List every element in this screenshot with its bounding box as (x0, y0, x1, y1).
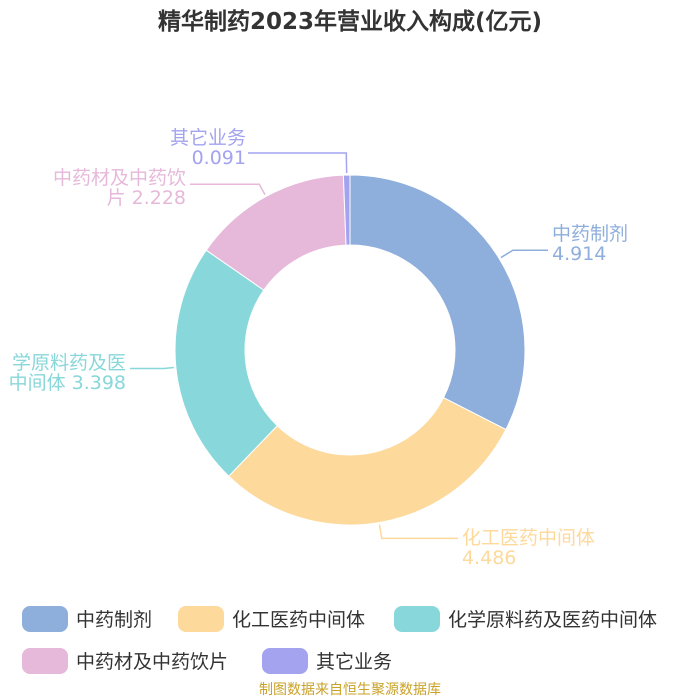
slice-label-4-line-1: 0.091 (192, 147, 246, 169)
leader-line-4 (248, 152, 348, 174)
slice-label-2-line-1: 中间体 3.398 (9, 372, 126, 394)
slice-label-0-line-0: 中药制剂 (552, 223, 628, 245)
slice-2 (174, 249, 278, 477)
slice-label-3-line-0: 中药材及中药饮 (53, 167, 186, 189)
donut-slices (174, 174, 526, 526)
legend-label-3: 中药材及中药饮片 (76, 651, 228, 673)
legend-label-4: 其它业务 (316, 651, 392, 673)
slice-label-1-line-0: 化工医药中间体 (462, 527, 595, 549)
legend-label-1: 化工医药中间体 (232, 609, 365, 631)
legend-label-0: 中药制剂 (76, 609, 152, 631)
legend-item-4[interactable]: 其它业务 (262, 648, 392, 674)
slice-label-1-line-1: 4.486 (462, 547, 516, 569)
leader-line-3 (190, 183, 266, 196)
slice-label-4-line-0: 其它业务 (170, 127, 246, 149)
legend-swatch-2 (394, 606, 440, 632)
source-note: 制图数据来自恒生聚源数据库 (259, 682, 441, 698)
legend-swatch-1 (178, 606, 224, 632)
slice-label-2-line-0: 学原料药及医 (12, 352, 126, 374)
legend-item-0[interactable]: 中药制剂 (22, 606, 152, 632)
slice-label-0-line-1: 4.914 (552, 243, 606, 265)
legend-item-2[interactable]: 化学原料药及医药中间体 (394, 606, 657, 632)
legend-swatch-4 (262, 648, 308, 674)
chart-title: 精华制药2023年营业收入构成(亿元) (158, 8, 542, 35)
slice-label-3-line-1: 片 2.228 (107, 187, 186, 209)
legend-swatch-3 (22, 648, 68, 674)
slice-1 (228, 397, 507, 526)
slice-4 (342, 174, 351, 246)
leader-line-1 (378, 524, 458, 540)
leader-line-2 (130, 366, 174, 370)
leader-lines (130, 152, 548, 540)
legend-label-2: 化学原料药及医药中间体 (448, 609, 657, 631)
slice-0 (349, 174, 526, 431)
legend-item-3[interactable]: 中药材及中药饮片 (22, 648, 228, 674)
legend-item-1[interactable]: 化工医药中间体 (178, 606, 365, 632)
legend-swatch-0 (22, 606, 68, 632)
leader-line-0 (500, 249, 548, 259)
